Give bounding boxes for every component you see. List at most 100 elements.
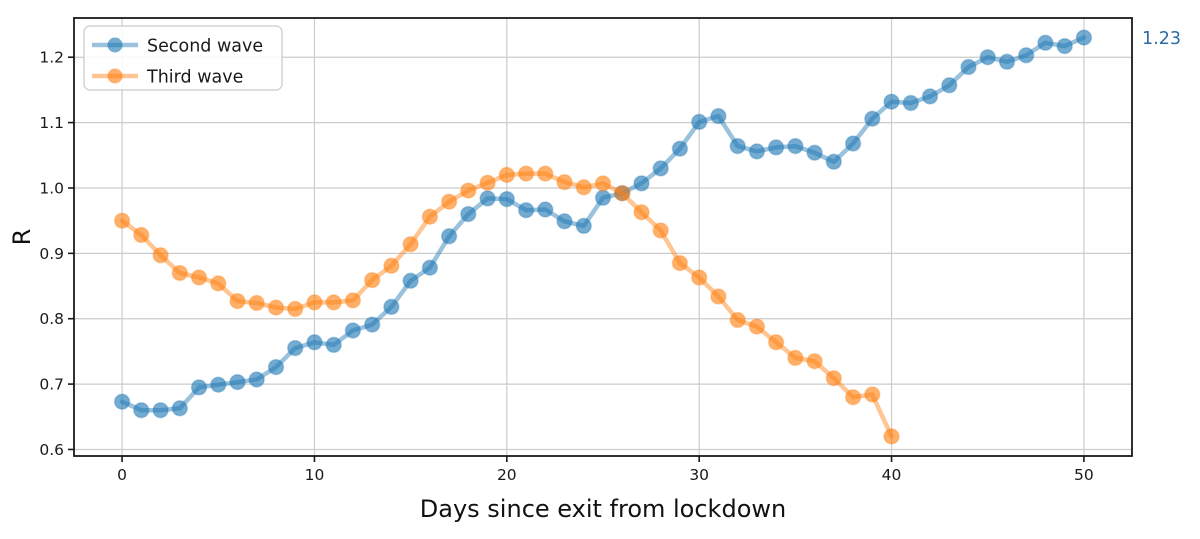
data-point [941,77,958,94]
data-point [248,371,265,388]
data-point [267,299,285,316]
data-point [479,174,496,191]
data-point [383,298,400,316]
series-second-wave [113,29,1093,419]
data-point [267,358,285,376]
legend-item-third-wave: Third wave [92,68,243,88]
data-point [210,376,227,393]
data-point [671,254,689,272]
data-point [229,292,246,310]
data-point [1075,29,1093,46]
data-point [767,139,785,156]
data-point [325,336,342,354]
data-point [594,189,612,207]
y-tick-label: 1.1 [39,114,64,132]
data-point [440,193,458,210]
data-point [306,294,323,311]
annotation-last-value: 1.23 [1142,29,1181,49]
x-tick-label: 10 [305,466,325,484]
data-point [498,190,516,208]
data-point [748,318,766,335]
data-point [190,379,208,396]
data-point [248,294,265,312]
data-point [575,179,593,196]
data-point [556,213,573,230]
data-point [1056,37,1073,55]
data-point [537,165,554,182]
data-point [883,428,900,445]
data-point [286,339,304,357]
y-tick-label: 0.7 [39,376,64,394]
data-point [979,48,996,66]
data-point [171,264,189,282]
data-point [460,182,477,199]
data-point [652,160,669,177]
x-tick-label: 20 [497,466,517,484]
data-point [806,352,823,370]
legend-label-second-wave: Second wave [147,37,263,57]
data-point [498,166,516,184]
data-point [152,247,169,264]
data-point [613,184,631,202]
series-third-wave [113,165,900,445]
data-point [806,144,823,161]
axis-ticks: 0 10 20 30 40 50 0.6 0.7 0.8 0.9 1.0 1.1 1.2 [39,49,1093,484]
data-point [575,217,593,235]
data-point [690,113,708,131]
data-point [190,269,208,286]
gridlines [74,18,1132,456]
legend-box [83,25,283,91]
legend-marker-second-wave [107,37,123,53]
x-axis-label: Days since exit from lockdown [420,495,786,523]
data-point [113,212,131,229]
data-point [729,311,746,329]
legend-marker-third-wave [107,68,123,84]
data-point [633,203,650,221]
data-point [460,205,477,223]
data-point [864,110,881,127]
data-point [325,294,342,311]
data-point [748,143,766,160]
data-point [710,288,727,305]
data-point [767,334,785,351]
data-point [113,393,131,410]
data-point [883,93,900,110]
data-point [787,349,804,367]
legend-item-second-wave: Second wave [92,37,263,57]
data-point [690,269,708,286]
y-tick-label: 1.0 [39,179,64,197]
data-point [402,235,419,253]
data-point [960,58,977,76]
data-point [864,386,881,403]
data-point [825,153,843,171]
x-tick-label: 50 [1074,466,1094,484]
data-point [633,175,650,192]
data-point [517,165,535,182]
data-point [402,272,419,290]
data-point [363,316,381,333]
data-point [921,88,939,105]
data-point [998,53,1016,71]
data-point [363,271,381,289]
data-point [1037,34,1054,52]
data-point [421,259,439,276]
data-point [517,201,535,219]
data-point [729,137,746,155]
legend: Second wave Third wave [83,25,283,91]
data-point [671,140,689,157]
data-point [133,226,150,244]
data-point [383,257,400,275]
data-point [479,190,496,207]
data-point [440,228,458,245]
chart-layers: 0 10 20 30 40 50 0.6 0.7 0.8 0.9 1.0 1.1 1.2 [39,17,1133,484]
x-tick-label: 0 [117,466,127,484]
data-point [537,201,554,218]
data-point [710,107,727,125]
legend-label-third-wave: Third wave [146,68,243,88]
data-point [594,175,612,192]
data-point [286,300,304,318]
series-line [119,35,1087,413]
data-point [421,208,439,225]
